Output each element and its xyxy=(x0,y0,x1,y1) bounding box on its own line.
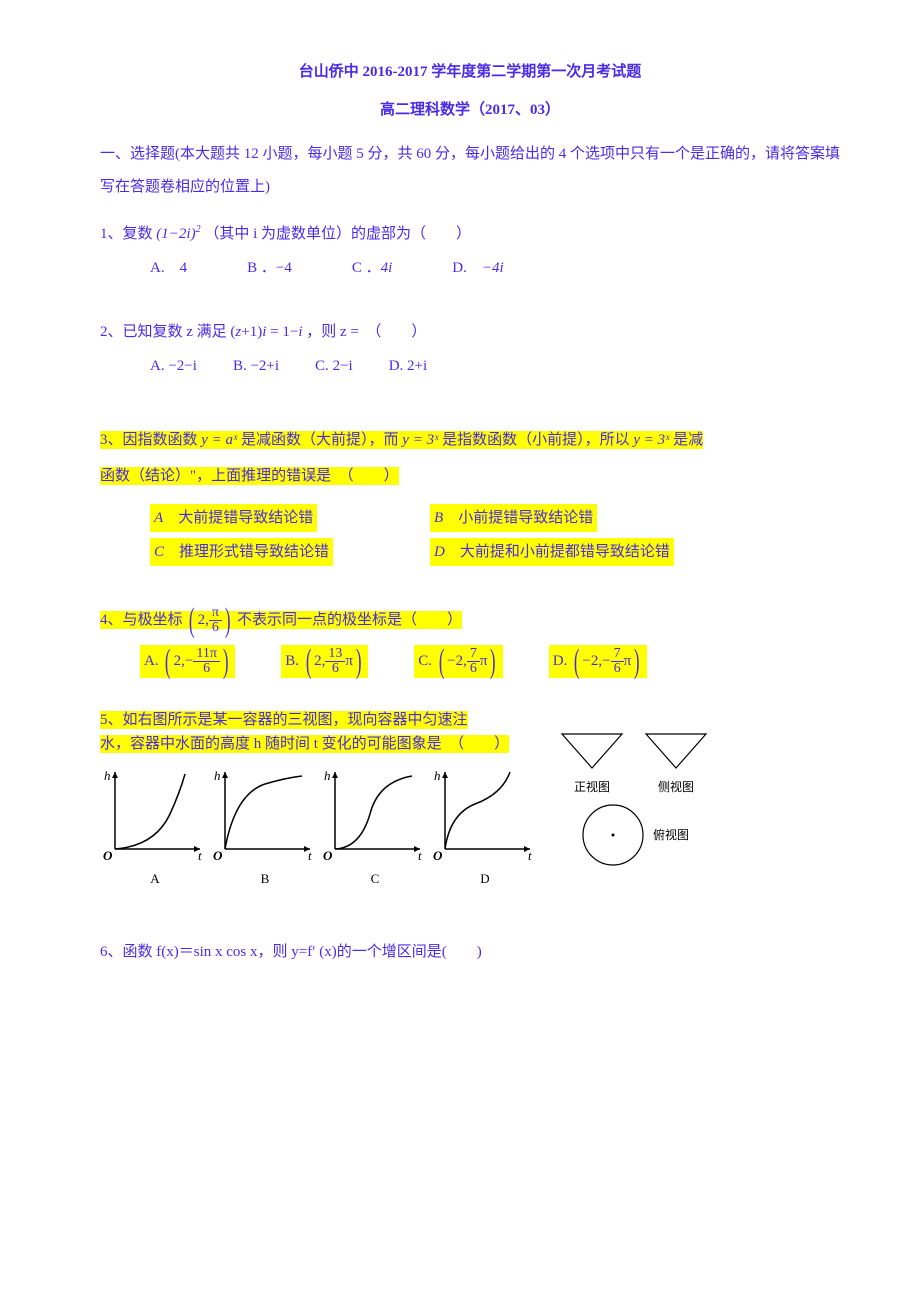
q5-line1: 5、如右图所示是某一容器的三视图，现向容器中匀速注 xyxy=(100,711,468,729)
svg-text:t: t xyxy=(198,848,202,863)
q4-opt-b: B. (2,136π) xyxy=(281,645,368,678)
q2-stem-post: ，则 z = （ ） xyxy=(306,324,426,340)
question-4: 4、与极坐标 (2,π6) 不表示同一点的极坐标是（ ） xyxy=(100,606,840,635)
q1-expr: (1−2i)2 xyxy=(156,226,200,242)
q1-opt-a: A. 4 xyxy=(150,256,187,280)
q2-stem-pre: 2、已知复数 z 满足 xyxy=(100,324,227,340)
question-2: 2、已知复数 z 满足 (z+1)i = 1−i ，则 z = （ ） xyxy=(100,320,840,344)
q4-opt-d: D. (−2,−76π) xyxy=(549,645,647,678)
q4-options: A. (2,−11π6) B. (2,136π) C. (−2,76π) D. … xyxy=(100,645,840,678)
svg-text:h: h xyxy=(324,768,331,783)
q1-opt-c: C ．4i xyxy=(352,256,392,280)
question-5: 5、如右图所示是某一容器的三视图，现向容器中匀速注 水，容器中水面的高度 h 随… xyxy=(100,708,840,890)
question-1: 1、复数 (1−2i)2 （其中 i 为虚数单位）的虚部为（ ） xyxy=(100,222,840,246)
q5-label-a: A xyxy=(100,869,210,890)
q5-graph-c: h t O xyxy=(320,764,430,864)
q3-opt-c: C 推理形式错导致结论错 xyxy=(150,538,333,566)
svg-text:h: h xyxy=(104,768,111,783)
q2-opt-a: A. −2−i xyxy=(150,354,197,378)
svg-text:t: t xyxy=(528,848,532,863)
q2-options: A. −2−i B. −2+i C. 2−i D. 2+i xyxy=(100,354,840,378)
front-view: 正视图 xyxy=(556,730,628,797)
q1-opt-d: D. −4i xyxy=(452,256,503,280)
q2-opt-d: D. 2+i xyxy=(389,354,427,378)
q5-label-b: B xyxy=(210,869,320,890)
svg-text:O: O xyxy=(103,848,113,863)
q2-opt-b: B. −2+i xyxy=(233,354,279,378)
top-view: 俯视图 xyxy=(556,801,712,869)
section-intro: 一、选择题(本大题共 12 小题，每小题 5 分，共 60 分，每小题给出的 4… xyxy=(100,138,840,204)
q5-label-c: C xyxy=(320,869,430,890)
q4-opt-a: A. (2,−11π6) xyxy=(140,645,235,678)
q3-opt-a: A 大前提错导致结论错 xyxy=(150,504,317,532)
svg-text:t: t xyxy=(418,848,422,863)
svg-text:O: O xyxy=(323,848,333,863)
q2-expr: (z+1)i = 1−i xyxy=(230,324,302,340)
q3-line1: 3、因指数函数 y = aˣ 是减函数（大前提），而 y = 3ˣ 是指数函数（… xyxy=(100,431,703,449)
svg-text:h: h xyxy=(434,768,441,783)
svg-text:O: O xyxy=(213,848,223,863)
q5-graph-d: h t O xyxy=(430,764,540,864)
q1-options: A. 4 B ．−4 C ．4i D. −4i xyxy=(100,256,840,280)
page-title-2: 高二理科数学（2017、03） xyxy=(100,98,840,122)
q1-opt-b: B ．−4 xyxy=(247,256,292,280)
question-3: 3、因指数函数 y = aˣ 是减函数（大前提），而 y = 3ˣ 是指数函数（… xyxy=(100,422,840,494)
q3-opt-b: B 小前提错导致结论错 xyxy=(430,504,597,532)
q5-three-views: 正视图 侧视图 俯视图 xyxy=(550,730,718,869)
q5-labels: A B C D xyxy=(100,869,840,890)
question-6: 6、函数 f(x)＝sin x cos x，则 y=f′ (x)的一个增区间是(… xyxy=(100,940,840,964)
q2-opt-c: C. 2−i xyxy=(315,354,353,378)
q3-line2: 函数（结论）"，上面推理的错误是 （ ） xyxy=(100,467,399,485)
svg-text:t: t xyxy=(308,848,312,863)
q5-graph-a: h t O xyxy=(100,764,210,864)
q5-line2: 水，容器中水面的高度 h 随时间 t 变化的可能图象是 （ ） xyxy=(100,735,509,753)
q4-opt-c: C. (−2,76π) xyxy=(414,645,502,678)
svg-text:h: h xyxy=(214,768,221,783)
page-title-1: 台山侨中 2016-2017 学年度第二学期第一次月考试题 xyxy=(100,60,840,84)
q1-stem-post: （其中 i 为虚数单位）的虚部为（ ） xyxy=(204,226,471,242)
svg-text:O: O xyxy=(433,848,443,863)
q3-opt-d: D 大前提和小前提都错导致结论错 xyxy=(430,538,674,566)
q4-stem: 4、与极坐标 (2,π6) 不表示同一点的极坐标是（ ） xyxy=(100,611,462,629)
q3-options: A 大前提错导致结论错 B 小前提错导致结论错 C 推理形式错导致结论错 D 大… xyxy=(100,504,840,566)
q5-diagrams: h t O h t O h xyxy=(100,764,540,864)
q1-stem-pre: 1、复数 xyxy=(100,226,153,242)
side-view: 侧视图 xyxy=(640,730,712,797)
q5-graph-b: h t O xyxy=(210,764,320,864)
q5-label-d: D xyxy=(430,869,540,890)
